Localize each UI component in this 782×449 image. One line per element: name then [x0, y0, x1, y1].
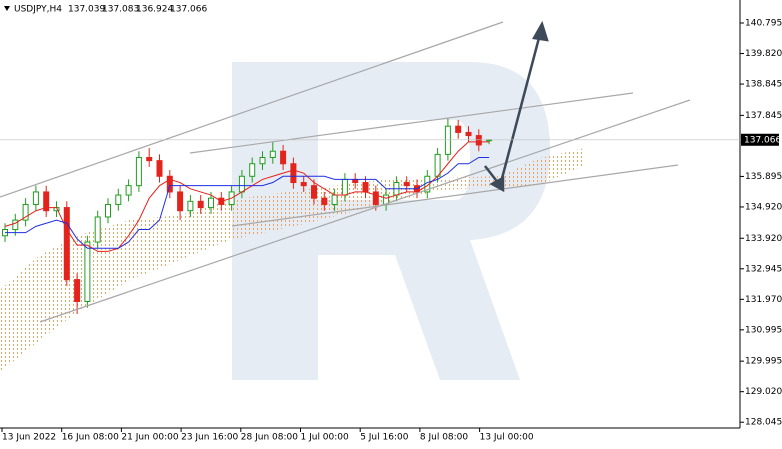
y-tick-label: 130.995 [745, 325, 782, 335]
candle-body [146, 156, 153, 162]
header-value: 137.066 [170, 5, 207, 15]
y-tick-label: 133.920 [745, 234, 782, 244]
header-value: 136.924 [136, 5, 173, 15]
candle-body [63, 207, 70, 281]
y-tick-label: 129.020 [745, 387, 782, 397]
ichimoku-cloud [0, 148, 585, 372]
arrow-head [532, 20, 549, 42]
plot-area [2, 118, 493, 315]
candle-body [187, 200, 194, 212]
current-price-label: 137.066 [744, 135, 781, 145]
x-tick-label: 28 Jun 08:00 [241, 433, 298, 443]
candle-body [280, 150, 287, 165]
candle-body [434, 153, 441, 177]
y-tick-label: 132.945 [745, 264, 782, 274]
candle-body [321, 197, 328, 205]
candle-body [341, 178, 348, 196]
candle-body [475, 135, 482, 146]
candle-body [249, 163, 256, 177]
y-tick-label: 137.845 [745, 111, 782, 121]
support-line [231, 164, 679, 227]
candle-body [94, 216, 101, 243]
candle-body [465, 131, 472, 137]
candle-body [84, 241, 91, 303]
candle-body [208, 197, 214, 209]
candle-body [22, 203, 29, 221]
candle-body [135, 156, 142, 187]
indicator-line [5, 156, 490, 249]
candle-body [197, 200, 204, 209]
x-tick-label: 5 Jul 16:00 [360, 433, 409, 443]
candle-body [105, 203, 111, 218]
x-tick-label: 21 Jun 00:00 [121, 433, 178, 443]
y-tick-label: 128.045 [745, 418, 782, 428]
x-tick-label: 8 Jul 08:00 [420, 433, 469, 443]
candle-body [455, 125, 462, 133]
candle-body [269, 150, 276, 158]
y-tick-label: 139.820 [745, 49, 782, 59]
x-tick-label: 16 Jun 08:00 [62, 433, 119, 443]
symbol: USDJPY,H4 [14, 5, 62, 15]
candle-body [74, 279, 81, 303]
header-value: 137.083 [102, 5, 139, 15]
current-price-box [741, 133, 779, 146]
resistance-line [189, 92, 634, 154]
candle-body [177, 191, 184, 212]
y-tick-label: 129.995 [745, 357, 782, 367]
candle-body [115, 194, 122, 205]
candle-body [32, 191, 39, 205]
y-tick-label: 134.920 [745, 202, 782, 212]
header-value: 137.039 [68, 5, 105, 15]
candle-body [331, 194, 338, 205]
channel-lower [39, 99, 691, 323]
candle-body [300, 182, 307, 187]
candle-body [372, 191, 379, 205]
channel-upper [0, 21, 504, 198]
candle-body [403, 182, 410, 187]
x-tick-label: 1 Jul 00:00 [301, 433, 350, 443]
candle-body [12, 219, 19, 230]
candle-body [156, 160, 163, 177]
y-tick-label: 131.970 [745, 295, 782, 305]
forecast-arrow [484, 20, 549, 193]
candle-body [166, 175, 173, 193]
candle-body [362, 182, 369, 193]
candle-body [311, 185, 317, 199]
x-tick-label: 13 Jul 00:00 [480, 433, 534, 443]
indicator-line [4, 141, 490, 252]
x-tick-label: 13 Jun 2022 [2, 433, 56, 443]
collapse-icon [4, 6, 10, 11]
y-tick-label: 135.895 [745, 172, 782, 182]
candle-body [444, 125, 451, 155]
y-tick-label: 138.845 [745, 80, 782, 90]
candle-body [290, 163, 297, 184]
x-tick-label: 23 Jun 16:00 [181, 433, 238, 443]
arrow-up [498, 33, 542, 187]
trend-lines [0, 21, 691, 323]
candle-body [238, 175, 245, 193]
candle-body [43, 191, 50, 212]
y-tick-label: 140.795 [745, 19, 782, 29]
candle-body [259, 156, 266, 165]
candle-body [125, 185, 132, 196]
